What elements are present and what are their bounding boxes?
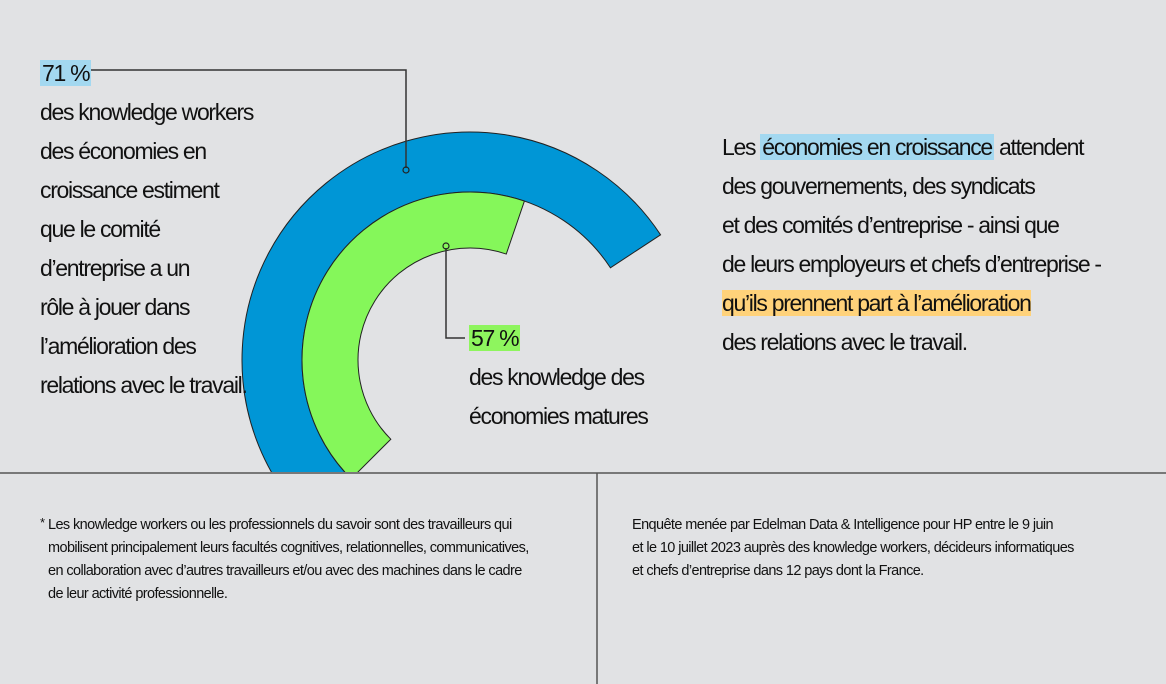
highlighted-text: qu’ils prennent part à l’amélioration [722,290,1032,316]
text-line: et le 10 juillet 2023 auprès des knowled… [632,540,1074,556]
text-line: l’amélioration des [40,333,197,359]
bar-mature-economies [301,191,526,472]
text-line: relations avec le travail. [40,372,248,398]
text-line: que le comité [40,216,161,242]
text-line: Enquête menée par Edelman Data & Intelli… [632,517,1054,533]
text-line: Les knowledge workers ou les professionn… [48,517,512,533]
leader-dot-71 [402,166,410,174]
asterisk: * [40,515,45,530]
text-line: mobilisent principalement leurs facultés… [48,540,529,556]
callout-line: des gouvernements, des syndicats [722,167,1101,206]
text: Les [722,134,761,160]
text-line: des knowledge workers [40,99,254,125]
text-line: des économies en [40,138,207,164]
value-71: 71 % [40,60,92,86]
callout-text: Les économies en croissance attendent des… [722,128,1102,362]
text-line: et chefs d’entreprise dans 12 pays dont … [632,563,924,579]
text-line: rôle à jouer dans [40,294,191,320]
label-57: 57 % des knowledge des économies matures [469,319,649,429]
text: des gouvernements, des syndicats [722,173,1036,199]
text-line: croissance estiment [40,177,220,203]
callout-line: qu’ils prennent part à l’amélioration [722,284,1101,323]
callout-line: Les économies en croissance attendent [722,128,1101,167]
text: de leurs employeurs et chefs d’entrepris… [722,251,1102,277]
value-57: 57 % [469,325,521,351]
text-line: en collaboration avec d’autres travaille… [48,563,522,579]
text-line: d’entreprise a un [40,255,191,281]
text-line: de leur activité professionnelle. [48,586,228,602]
highlighted-text: économies en croissance [760,134,994,160]
text-line: économies matures [469,403,649,429]
callout-line: de leurs employeurs et chefs d’entrepris… [722,245,1102,284]
text: des relations avec le travail. [722,329,968,355]
footnote-right: Enquête menée par Edelman Data & Intelli… [632,514,1074,583]
text: attendent [993,134,1085,160]
leader-line-57 [445,248,465,339]
leader-line-71 [80,69,407,168]
footnote-left: * Les knowledge workers ou les professio… [40,514,529,602]
callout-line: des relations avec le travail. [722,323,1101,362]
leader-dot-57 [442,242,450,250]
text-line: des knowledge des [469,364,645,390]
callout-line: et des comités d’entreprise - ainsi que [722,206,1101,245]
text: et des comités d’entreprise - ainsi que [722,212,1060,238]
label-71: 71 % des knowledge workers des économies … [40,54,254,398]
